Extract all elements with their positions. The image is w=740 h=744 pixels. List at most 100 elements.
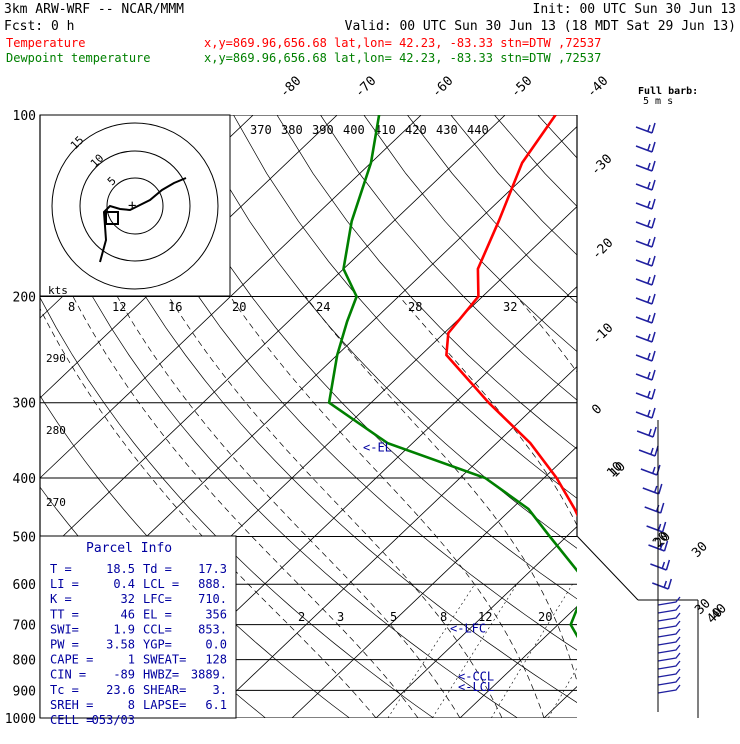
mixing-ratio-line	[548, 584, 626, 718]
parcel-value: 6.1	[205, 698, 227, 712]
parcel-value: 853.	[198, 622, 227, 636]
wind-barb	[636, 199, 655, 209]
wind-barb	[658, 669, 680, 677]
parcel-value: 3.	[213, 683, 227, 697]
isotherm-label: -40	[584, 74, 611, 101]
legend-dewpoint-info: x,y=869.96,656.68 lat,lon= 42.23, -83.33…	[204, 51, 601, 65]
isotherm-label: -10	[589, 321, 616, 348]
parcel-value: -89	[113, 668, 135, 682]
wind-barb	[636, 142, 655, 152]
wind-speed-label: 30	[689, 539, 711, 561]
wind-barb	[658, 605, 680, 613]
theta-e-label: 420	[405, 123, 427, 137]
wind-barb	[636, 313, 655, 323]
pressure-tick-500: 500	[13, 530, 36, 545]
valid-time: Valid: 00 UTC Sun 30 Jun 13 (18 MDT Sat …	[345, 19, 736, 34]
hodograph-origin: +	[128, 198, 136, 214]
parcel-label: SHEAR=	[143, 683, 186, 697]
parcel-label: TT =	[50, 607, 79, 621]
dry-adiabat	[538, 115, 740, 718]
theta-label: 270	[46, 496, 66, 509]
wind-barb	[658, 653, 680, 661]
parcel-value: 8	[128, 698, 135, 712]
wind-barb	[658, 637, 680, 645]
parcel-label: LAPSE=	[143, 698, 186, 712]
hodograph-axis-label: 28	[408, 300, 422, 314]
parcel-label: CCL=	[143, 622, 172, 636]
hodograph-units: kts	[48, 284, 68, 297]
hodograph-axis-label: 8	[68, 300, 75, 314]
isotherm	[628, 115, 740, 718]
parcel-label: LCL =	[143, 577, 179, 591]
pressure-tick-100: 100	[13, 109, 36, 124]
isotherm-label: -50	[508, 74, 535, 101]
wind-barb	[658, 661, 680, 669]
pressure-tick-1000: 1000	[5, 712, 36, 727]
parcel-label: LFC=	[143, 592, 172, 606]
hodograph-axis-label: 12	[112, 300, 126, 314]
init-time: Init: 00 UTC Sun 30 Jun 13	[533, 2, 737, 17]
hodograph-axis-label: 20	[232, 300, 246, 314]
isotherm	[376, 115, 740, 718]
hodograph-axis-label: 16	[168, 300, 182, 314]
legend-temperature-info: x,y=869.96,656.68 lat,lon= 42.23, -83.33…	[204, 36, 601, 50]
isotherm-label: -60	[429, 74, 456, 101]
mixing-ratio-line	[491, 584, 572, 718]
dry-adiabat	[668, 115, 740, 718]
isotherm-label: -20	[589, 236, 616, 263]
forecast-hour: Fcst: 0 h	[4, 19, 74, 34]
parcel-value: 18.5	[106, 562, 135, 576]
wind-barb	[636, 275, 655, 285]
mixing-ratio-label: 5	[390, 610, 397, 624]
parcel-value: 3.58	[106, 638, 135, 652]
pressure-tick-600: 600	[13, 578, 36, 593]
wind-barb	[658, 597, 680, 605]
dry-adiabat	[364, 115, 740, 718]
wind-barb	[639, 446, 658, 456]
dry-adiabat	[581, 115, 740, 718]
legend-temperature: Temperature	[6, 36, 85, 50]
parcel-value: 356	[205, 607, 227, 621]
parcel-value: 1.9	[113, 622, 135, 636]
parcel-value: 3889.	[191, 668, 227, 682]
parcel-label: EL =	[143, 607, 172, 621]
legend-dewpoint: Dewpoint temperature	[6, 51, 151, 65]
dry-adiabat	[712, 115, 740, 718]
theta-e-label: 390	[312, 123, 334, 137]
parcel-value: 888.	[198, 577, 227, 591]
theta-label: 290	[46, 352, 66, 365]
parcel-label: PW =	[50, 638, 79, 652]
wind-barb	[658, 677, 680, 685]
parcel-value: 128	[205, 653, 227, 667]
pressure-tick-800: 800	[13, 654, 36, 669]
moist-adiabat	[650, 297, 717, 719]
wind-barb	[636, 218, 655, 228]
wind-barb	[636, 351, 655, 361]
isotherm-label: -30	[588, 152, 615, 179]
wind-barb	[658, 613, 680, 621]
wind-barb	[658, 685, 680, 693]
wind-barb	[636, 123, 655, 133]
header: 3km ARW-WRF -- NCAR/MMM Init: 00 UTC Sun…	[4, 2, 736, 34]
mixing-ratio-label: 2	[298, 610, 305, 624]
wind-barb	[637, 427, 656, 437]
wind-barb	[636, 256, 655, 266]
parcel-label: CAPE =	[50, 653, 93, 667]
parcel-label: Tc =	[50, 683, 79, 697]
dry-adiabat	[321, 115, 740, 718]
wind-barb	[636, 161, 655, 171]
pressure-tick-400: 400	[13, 472, 36, 487]
wind-barb	[650, 560, 669, 570]
isotherm-label: -80	[277, 74, 304, 101]
parcel-label: SWEAT=	[143, 653, 186, 667]
wind-barb	[658, 629, 680, 637]
parcel-value: 053/03	[92, 713, 135, 727]
model-title: 3km ARW-WRF -- NCAR/MMM	[4, 2, 184, 17]
theta-e-label: 380	[281, 123, 303, 137]
wind-barb	[636, 180, 655, 190]
wind-speed-label: 10	[604, 459, 626, 481]
parcel-value: 46	[121, 607, 135, 621]
